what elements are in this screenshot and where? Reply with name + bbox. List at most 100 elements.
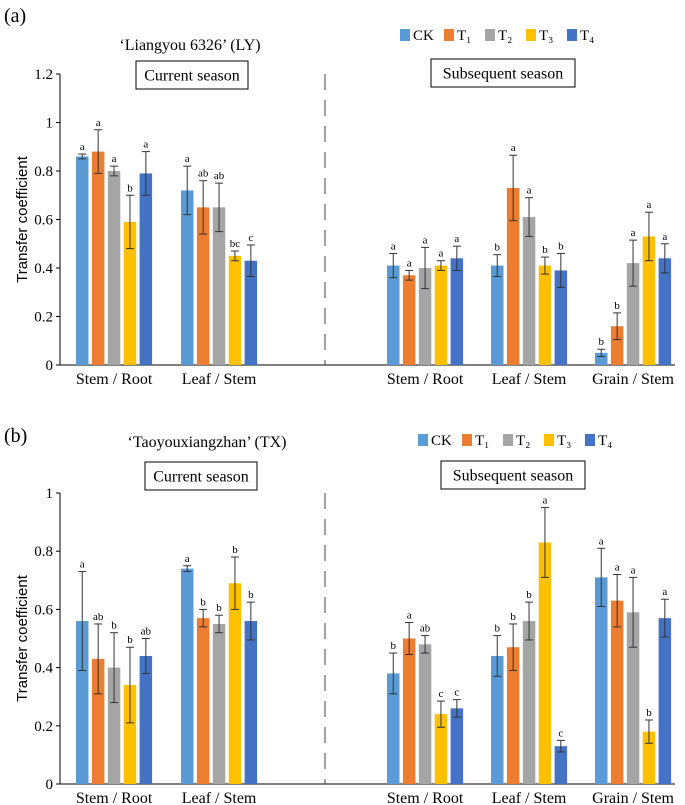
significance-letter: a (615, 561, 620, 573)
legend-label-t2: T₂ (498, 28, 512, 44)
bar-a-2-0 (387, 265, 400, 365)
significance-letter: a (143, 139, 148, 151)
legend-swatch-t3 (544, 434, 554, 446)
legend-swatch-t4 (567, 29, 577, 41)
legend-swatch-t2 (503, 434, 513, 446)
significance-letter: a (662, 586, 667, 598)
significance-letter: a (407, 257, 412, 269)
bar-a-0-2 (107, 171, 121, 365)
significance-letter: b (111, 620, 117, 632)
bar-b-1-4 (244, 621, 258, 784)
bar-b-2-0 (387, 673, 400, 784)
bar-b-3-2 (522, 621, 536, 784)
season-box-subsequent (440, 460, 586, 490)
y-axis-label: Transfer coefficient (14, 155, 31, 283)
bar-b-2-2 (418, 644, 432, 784)
y-axis-label: Transfer coefficient (14, 574, 31, 702)
bar-b-3-0 (491, 655, 504, 784)
bar-a-1-2 (212, 207, 226, 365)
y-tick-label: 1 (46, 116, 54, 132)
x-category-label: Grain / Stem (592, 371, 674, 388)
x-category-label: Grain / Stem (592, 790, 674, 805)
bar-a-2-2 (418, 268, 432, 365)
significance-letter: c (454, 687, 459, 699)
y-tick-label: 0.2 (34, 719, 53, 735)
significance-letter: a (80, 141, 85, 153)
significance-letter: b (646, 707, 652, 719)
bar-a-2-1 (402, 275, 416, 365)
significance-letter: b (614, 300, 620, 312)
legend-label-t1: T₁ (475, 433, 489, 449)
season-label-subsequent: Subsequent season (443, 66, 563, 83)
significance-letter: a (185, 153, 190, 165)
bar-b-0-4 (139, 655, 153, 784)
bar-b-4-3 (642, 731, 656, 784)
bar-a-0-3 (123, 221, 137, 365)
bar-a-4-0 (595, 352, 608, 365)
y-tick-label: 0.8 (34, 164, 53, 180)
panel-b: (b) ‘Taoyouxiangzhan’ (TX) Current season S… (4, 425, 675, 805)
bar-b-0-2 (107, 667, 121, 784)
x-category-label: Stem / Root (387, 371, 464, 388)
significance-letter: ab (420, 623, 431, 635)
significance-letter: a (647, 199, 652, 211)
significance-letter: ab (141, 626, 152, 638)
bar-a-2-4 (450, 258, 464, 365)
significance-letter: b (510, 611, 516, 623)
bar-b-0-3 (123, 685, 137, 784)
significance-letter: b (495, 242, 501, 254)
significance-letter: b (495, 623, 501, 635)
season-label-subsequent: Subsequent season (453, 468, 573, 485)
legend-label-t4: T₄ (598, 433, 612, 449)
significance-letter: bc (230, 238, 241, 250)
significance-letter: ab (214, 170, 225, 182)
season-label-current: Current season (144, 68, 240, 85)
bar-b-1-3 (228, 583, 242, 784)
legend-label-ck: CK (413, 28, 434, 44)
y-tick-label: 0.8 (34, 544, 53, 560)
significance-letter: a (391, 240, 396, 252)
legend-label-ck: CK (431, 433, 452, 449)
panel-label: (b) (4, 425, 27, 447)
significance-letter: b (127, 634, 133, 646)
legend-label-t2: T₂ (516, 433, 530, 449)
legend-label-t4: T₄ (580, 28, 594, 44)
bar-a-3-3 (538, 265, 552, 365)
significance-letter: a (631, 227, 636, 239)
significance-letter: a (96, 117, 101, 129)
bar-a-4-1 (610, 326, 624, 365)
bar-a-0-1 (91, 151, 105, 365)
bar-b-2-4 (450, 708, 464, 784)
significance-letter: a (112, 153, 117, 165)
bar-a-4-4 (658, 258, 672, 365)
significance-letter: c (558, 727, 563, 739)
bar-a-3-1 (506, 187, 520, 365)
significance-letter: a (511, 142, 516, 154)
bar-b-3-4 (554, 746, 568, 784)
significance-letter: a (80, 559, 85, 571)
legend-label-t3: T₃ (539, 28, 553, 44)
significance-letter: a (599, 535, 604, 547)
bar-b-0-1 (91, 658, 105, 784)
y-tick-label: 1 (46, 486, 54, 502)
panel-a: (a) ‘Liangyou 6326’ (LY) Current season Sub… (4, 5, 675, 388)
significance-letter: c (439, 688, 444, 700)
bar-a-2-3 (434, 265, 448, 365)
significance-letter: ab (198, 168, 209, 180)
y-tick-label: 0 (46, 777, 54, 793)
significance-letter: b (542, 244, 548, 256)
significance-letter: a (662, 231, 667, 243)
chart-title: ‘Taoyouxiangzhan’ (TX) (128, 434, 287, 451)
x-category-label: Leaf / Stem (492, 790, 567, 805)
bar-b-1-2 (212, 623, 226, 784)
x-category-label: Leaf / Stem (492, 371, 567, 388)
y-tick-label: 0.2 (34, 310, 53, 326)
significance-letter: b (200, 596, 206, 608)
significance-letter: a (454, 233, 459, 245)
bar-a-3-0 (491, 265, 504, 365)
legend-swatch-ck (418, 434, 428, 446)
legend-swatch-ck (400, 29, 410, 41)
bar-a-3-4 (554, 270, 568, 365)
panel-label: (a) (4, 5, 26, 27)
bar-b-2-1 (402, 638, 416, 784)
